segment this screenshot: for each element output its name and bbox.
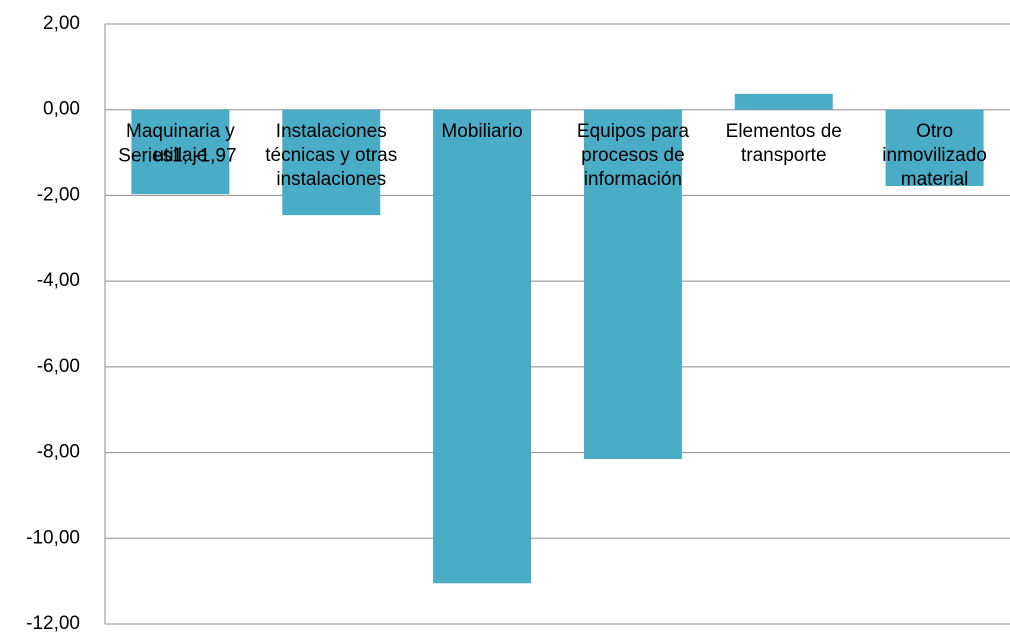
bar <box>734 93 833 110</box>
y-tick-label: -10,00 <box>26 527 80 548</box>
bar <box>131 109 230 195</box>
y-tick-label: 2,00 <box>43 13 80 34</box>
y-tick-label: -12,00 <box>26 613 80 632</box>
x-tick-label: Mobiliario <box>441 120 523 142</box>
bar <box>282 109 381 216</box>
bar <box>885 109 984 186</box>
y-tick-label: -8,00 <box>37 442 80 463</box>
x-tick-label: Equipos para procesos de información <box>576 120 689 190</box>
y-tick-label: -4,00 <box>37 270 80 291</box>
data-label: Series1; -1,97 <box>118 146 236 167</box>
y-tick-label: -6,00 <box>37 356 80 377</box>
x-tick-label: Maquinaria y utillaje <box>126 120 235 166</box>
y-tick-label: 0,00 <box>43 99 80 120</box>
y-tick-label: -2,00 <box>37 184 80 205</box>
bar <box>583 109 682 459</box>
x-tick-label: Otro inmovilizado material <box>882 120 987 190</box>
x-tick-label: Elementos de transporte <box>725 120 842 166</box>
bar <box>433 109 532 584</box>
x-tick-label: Instalaciones técnicas y otras instalaci… <box>265 120 398 190</box>
